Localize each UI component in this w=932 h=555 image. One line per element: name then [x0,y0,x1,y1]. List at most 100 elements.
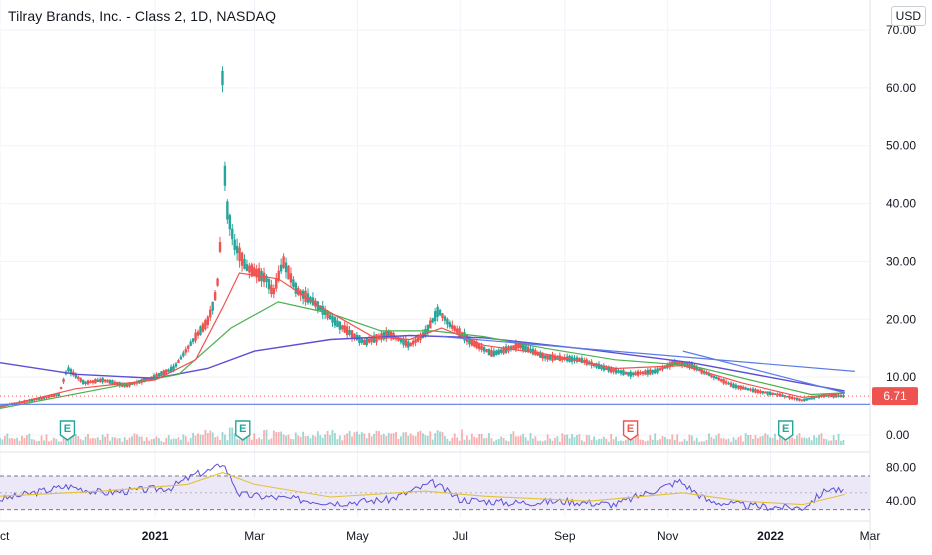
volume-bar [140,436,143,445]
candle-body [651,369,654,374]
volume-bar [532,438,534,445]
candle-body [409,342,412,347]
volume-bar [334,433,336,445]
volume-bar [632,439,635,445]
candle-body [99,379,102,382]
candle-body [55,394,58,396]
volume-bar [72,436,75,445]
candle-body [372,335,376,343]
candle-body [257,267,261,282]
candle-body [658,368,662,371]
volume-bar [646,440,649,445]
volume-bar [373,433,375,445]
candle-body [605,367,608,371]
candle-body [653,369,657,374]
volume-bar [30,439,33,445]
volume-bar [485,438,488,445]
volume-bar [101,434,104,445]
candle-body [712,375,716,379]
x-tick-label: 2021 [142,529,169,543]
earnings-badge [777,420,794,441]
volume-bar [822,438,825,445]
volume-bar [192,432,195,445]
volume-bar [351,436,353,445]
candle-body [282,256,285,268]
candle-body [360,338,364,343]
candle-body [424,329,427,337]
volume-bar [778,434,781,445]
candle-body [433,311,437,322]
volume-bar [118,438,121,445]
volume-bar [400,436,402,445]
candle-body [627,372,630,376]
volume-bar [495,439,498,445]
candle-body [338,321,342,330]
volume-bar [33,439,36,445]
candle-body [287,265,290,280]
volume-bar [331,429,334,445]
volume-bar [429,431,432,445]
volume-bar [43,440,45,445]
candle-body [473,340,476,347]
candle-body [67,367,70,372]
volume-bar [686,440,688,445]
candle-body [837,395,840,397]
volume-bar [500,436,503,445]
candle-body [543,355,547,359]
volume-bar [551,440,554,445]
volume-bar [453,433,456,445]
volume-bar [177,437,180,445]
candle-body [614,368,618,374]
volume-bar [60,441,63,445]
candle-body [744,387,747,390]
candle-body [705,372,708,375]
volume-bar [358,434,361,445]
candle-body [375,334,378,343]
volume-bar [813,435,816,445]
candle-body [729,382,733,387]
volume-bar [461,429,463,445]
candle-body [477,343,481,350]
candle-body [336,320,339,327]
candle-body [191,338,195,343]
candle-body [556,355,559,360]
candle-body [668,362,672,368]
volume-bar [285,435,287,445]
candle-body [177,360,180,363]
volume-bar [131,436,133,445]
volume-bar [610,433,613,445]
volume-bar [62,437,65,445]
volume-bar [165,438,168,445]
candle-body [680,361,684,367]
candle-body [808,398,811,400]
volume-bar [695,437,698,445]
volume-bar [209,430,212,445]
volume-bar [810,440,813,445]
volume-bar [426,435,429,445]
x-tick-label: 2022 [757,529,784,543]
candle-body [722,379,725,384]
candle-body [451,324,454,329]
volume-bar [343,435,346,445]
candle-body [33,399,36,401]
y-tick-label: 20.00 [886,312,916,326]
candle-body [292,279,295,287]
volume-bar [40,435,43,445]
candle-body [382,332,386,340]
volume-bar [598,438,600,445]
candle-body [162,370,165,375]
candle-body [529,348,532,353]
candle-body [201,323,205,332]
earnings-label: E [627,423,634,435]
candle-body [646,369,650,375]
candle-body [815,396,818,398]
currency-button[interactable]: USD [890,6,926,26]
volume-bar [468,439,471,445]
candle-body [764,391,767,394]
volume-bar [617,441,620,445]
volume-bar [441,431,444,445]
volume-bar [651,439,654,445]
volume-bar [21,435,23,445]
